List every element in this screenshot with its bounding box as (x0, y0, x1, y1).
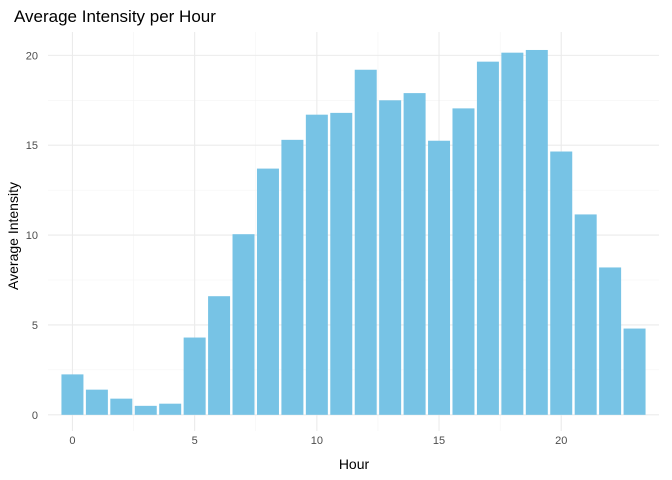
bar-hour-13 (379, 100, 402, 415)
y-tick-label: 10 (26, 230, 38, 242)
chart-title: Average Intensity per Hour (14, 7, 216, 26)
bar-hour-8 (256, 168, 279, 415)
x-tick-label: 20 (555, 435, 567, 447)
bar-hour-12 (354, 69, 377, 415)
bar-hour-3 (134, 405, 157, 415)
x-tick-label: 5 (192, 435, 198, 447)
bar-hour-18 (501, 52, 524, 415)
y-tick-label: 0 (32, 410, 38, 422)
bar-hour-17 (476, 61, 499, 415)
bar-hour-22 (599, 267, 622, 415)
y-tick-label: 15 (26, 140, 38, 152)
y-tick-label: 5 (32, 320, 38, 332)
bar-hour-0 (61, 374, 84, 415)
bar-hour-6 (208, 296, 231, 415)
bar-hour-7 (232, 234, 255, 415)
bar-hour-14 (403, 93, 426, 415)
x-tick-label: 15 (433, 435, 445, 447)
bar-hour-4 (159, 403, 182, 415)
bar-hour-11 (330, 112, 353, 415)
bar-hour-21 (574, 214, 597, 415)
bar-hour-23 (623, 328, 646, 415)
y-axis-title: Average Intensity (5, 182, 21, 290)
y-tick-label: 20 (26, 50, 38, 62)
tick-labels: 0 5 10 15 20 0 5 10 15 20 (26, 50, 568, 447)
bars-layer (61, 49, 646, 415)
bar-hour-10 (305, 114, 328, 415)
x-axis-title: Hour (339, 456, 370, 472)
x-tick-label: 10 (311, 435, 323, 447)
bar-hour-20 (550, 151, 573, 415)
x-tick-label: 0 (69, 435, 75, 447)
bar-hour-2 (110, 398, 133, 415)
bar-hour-5 (183, 337, 206, 415)
bar-hour-1 (85, 389, 108, 415)
bar-hour-9 (281, 139, 304, 415)
bar-hour-19 (525, 49, 548, 415)
bar-hour-15 (428, 140, 451, 415)
bar-hour-16 (452, 108, 475, 415)
